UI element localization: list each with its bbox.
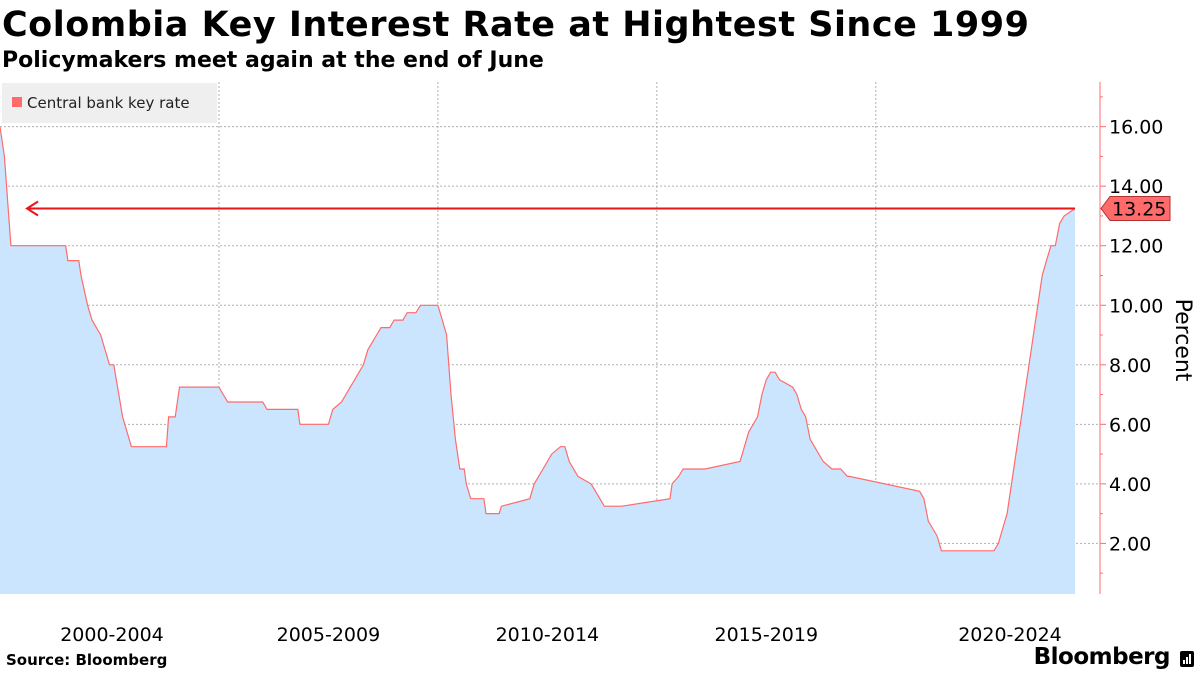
- chart-subtitle: Policymakers meet again at the end of Ju…: [2, 48, 544, 73]
- source-note: Source: Bloomberg: [6, 651, 168, 669]
- x-period-label: 2005-2009: [277, 624, 381, 646]
- legend-label: Central bank key rate: [27, 94, 190, 112]
- y-tick-label: 10.00: [1109, 295, 1163, 317]
- y-tick-label: 2.00: [1109, 533, 1151, 555]
- y-tick-label: 16.00: [1109, 117, 1163, 139]
- y-tick-label: 8.00: [1109, 355, 1151, 377]
- x-period-label: 2010-2014: [496, 624, 600, 646]
- x-period-label: 2000-2004: [60, 624, 164, 646]
- current-value-flag: [1100, 196, 1171, 222]
- y-axis: 2.00 4.00 6.00 8.00 10.00 12.00 14.00 16.00 Perc…: [1099, 82, 1195, 594]
- y-tick-label: 14.00: [1109, 176, 1163, 198]
- series-line: [0, 126, 1076, 552]
- brand-logo: Bloomberg: [1033, 644, 1171, 670]
- x-axis-labels: 2000-2004 2005-2009 2010-2014 2015-2019 2020…: [60, 624, 1062, 646]
- legend: Central bank key rate: [2, 83, 217, 123]
- bar-chart-icon: [1180, 651, 1194, 667]
- y-axis-title: Percent: [1170, 299, 1195, 382]
- y-tick-label: 6.00: [1109, 414, 1151, 436]
- annotation-arrowhead: [25, 200, 39, 217]
- chart-title: Colombia Key Interest Rate at Hightest S…: [2, 5, 1030, 45]
- current-value-annotation: 13.25: [25, 196, 1171, 222]
- x-period-label: 2015-2019: [715, 624, 819, 646]
- series-area-layer: [0, 126, 1076, 594]
- y-tick-label: 4.00: [1109, 474, 1151, 496]
- legend-swatch: [12, 97, 22, 107]
- legend-box: [2, 83, 217, 123]
- y-tick-label: 12.00: [1109, 236, 1163, 258]
- series-area: [0, 126, 1075, 594]
- x-period-label: 2020-2024: [958, 624, 1062, 646]
- current-value-label: 13.25: [1112, 199, 1166, 221]
